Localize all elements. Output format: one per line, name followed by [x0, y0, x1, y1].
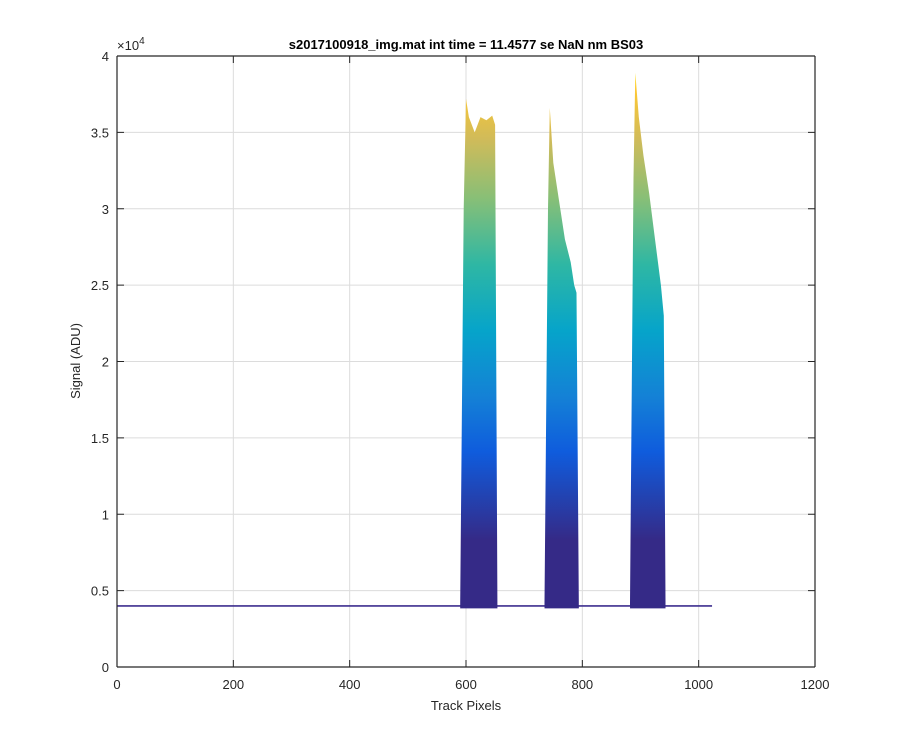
signal-peak	[460, 98, 498, 606]
y-axis-label: Signal (ADU)	[68, 323, 83, 399]
y-tick-label: 2.5	[91, 278, 109, 293]
y-exponent-power: 4	[139, 36, 145, 47]
x-tick-label: 1200	[801, 677, 830, 692]
x-tick-label: 1000	[684, 677, 713, 692]
x-tick-label: 0	[113, 677, 120, 692]
signal-peak	[544, 107, 579, 606]
x-tick-label: 800	[571, 677, 593, 692]
data-layer	[117, 72, 713, 609]
y-tick-label: 1	[102, 507, 109, 522]
x-tick-label: 400	[339, 677, 361, 692]
y-tick-label: 3	[102, 202, 109, 217]
y-tick-label: 0.5	[91, 584, 109, 599]
y-tick-label: 0	[102, 660, 109, 675]
y-tick-label: 2	[102, 355, 109, 370]
x-tick-label: 600	[455, 677, 477, 692]
y-tick-label: 4	[102, 49, 109, 64]
y-axis-exponent: ×104	[117, 36, 145, 53]
y-exponent-base: ×10	[117, 38, 139, 53]
y-tick-label: 1.5	[91, 431, 109, 446]
x-axis-label: Track Pixels	[431, 698, 502, 713]
chart-title: s2017100918_img.mat int time = 11.4577 s…	[289, 37, 643, 52]
x-tick-label: 200	[222, 677, 244, 692]
y-tick-label: 3.5	[91, 125, 109, 140]
signal-peak	[630, 72, 666, 606]
ticks: 0 200 400 600 800 1000 1200 0 0.5 1 1.5 2 2.5 3 3.5 4	[91, 49, 830, 692]
